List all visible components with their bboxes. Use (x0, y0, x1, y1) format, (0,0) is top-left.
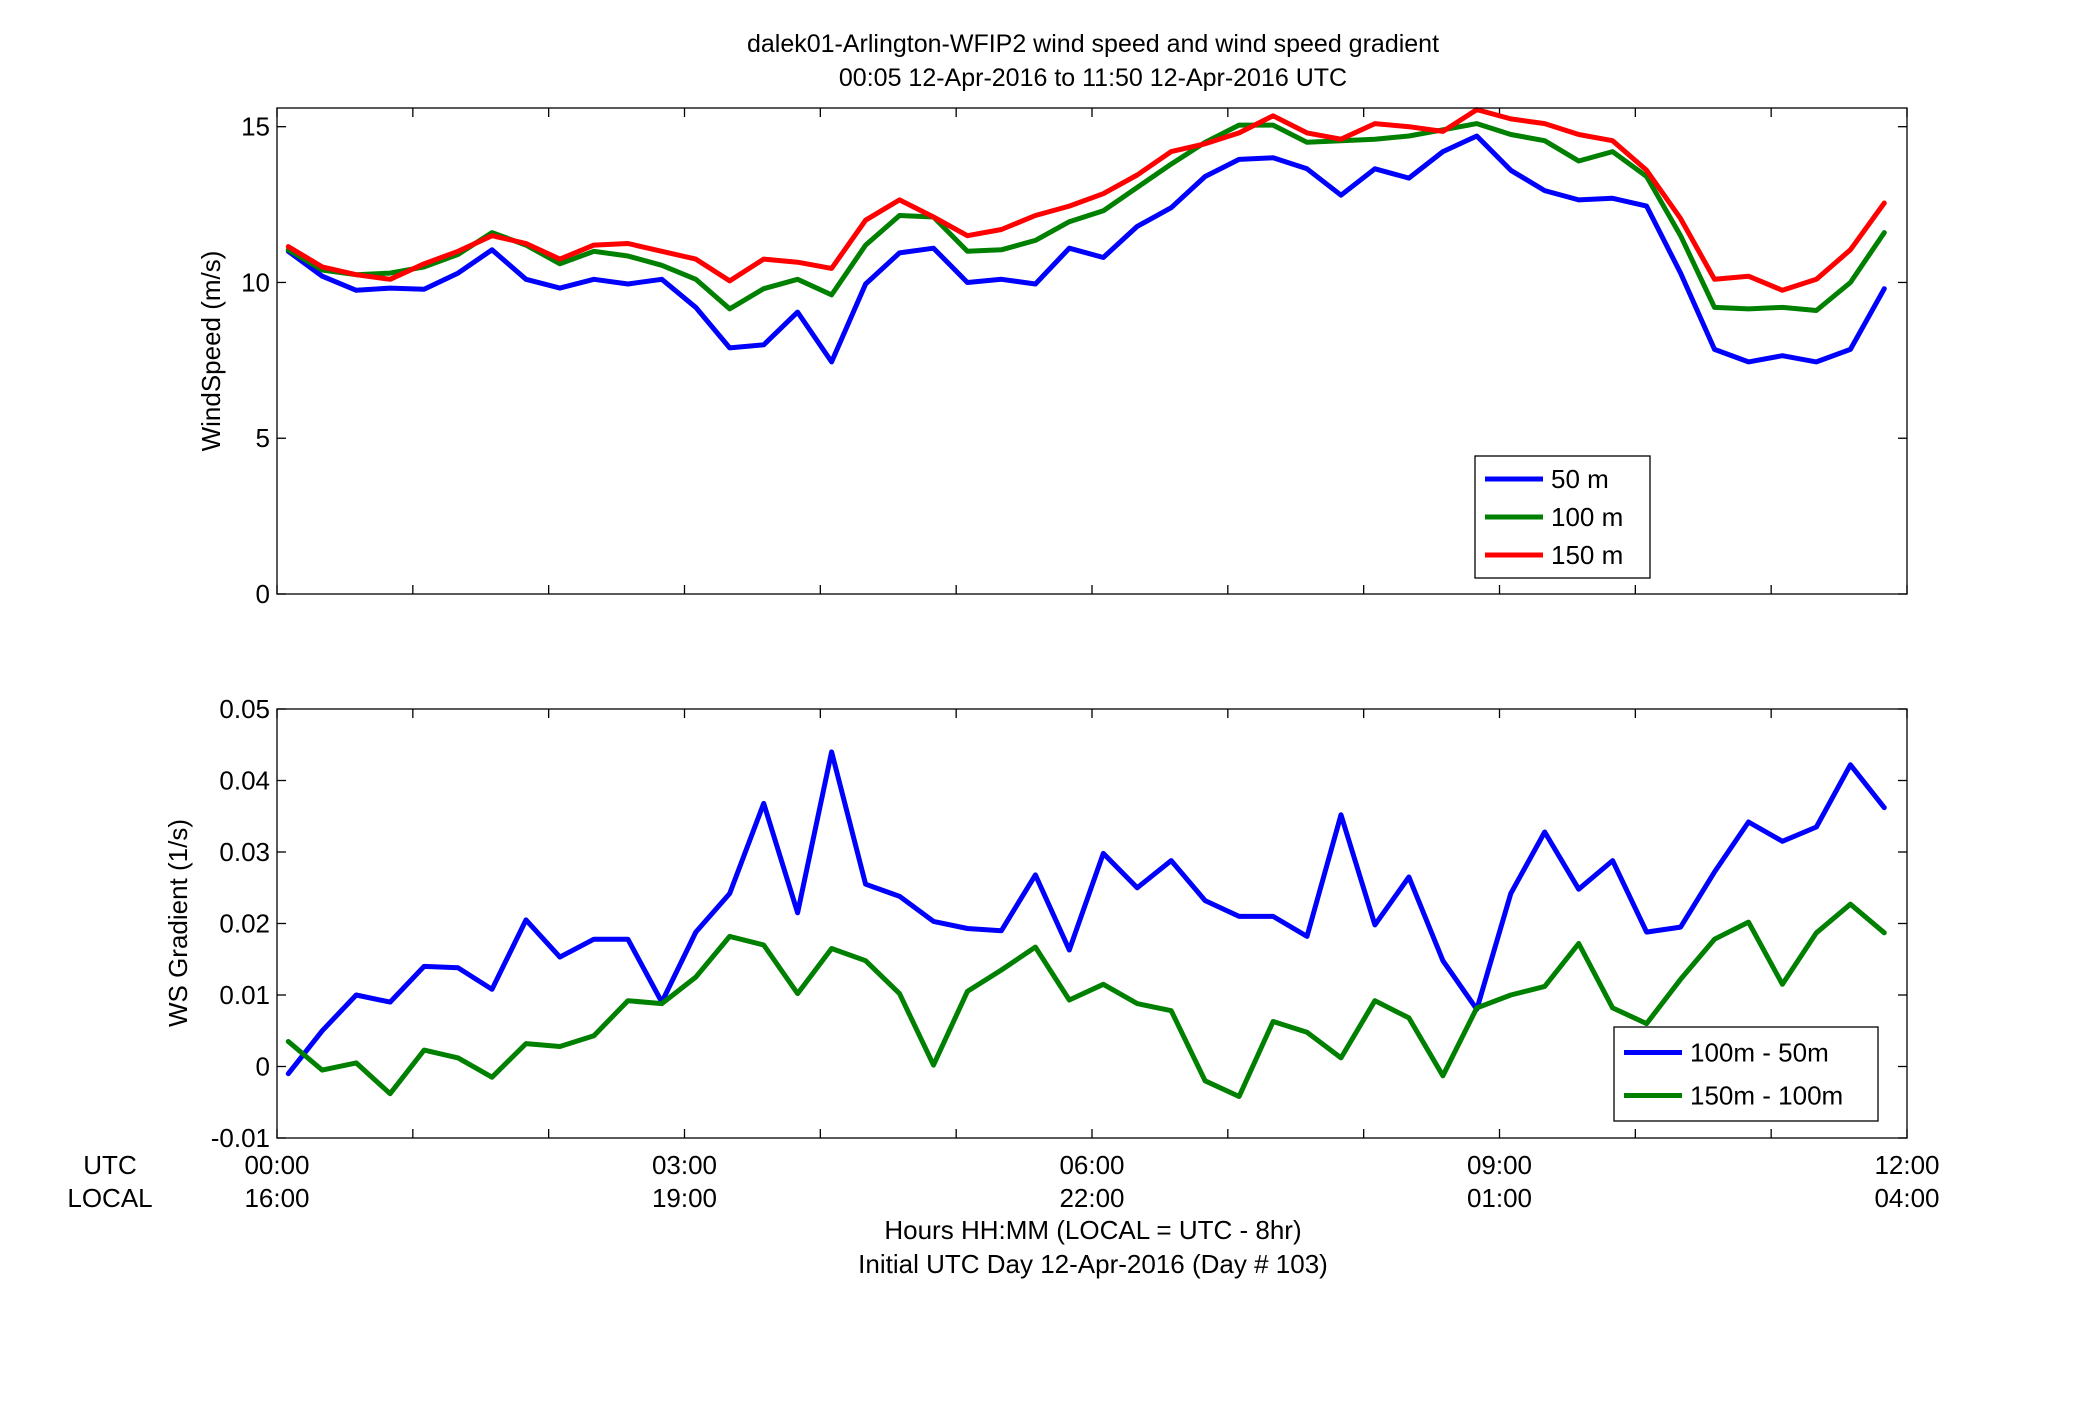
utc-row-label: UTC (83, 1150, 136, 1180)
windspeed-legend-label: 50 m (1551, 464, 1609, 494)
x-tick-label-local: 01:00 (1467, 1183, 1532, 1213)
x-tick-label-utc: 00:00 (244, 1150, 309, 1180)
chart-title-line2: 00:05 12-Apr-2016 to 11:50 12-Apr-2016 U… (839, 64, 1347, 92)
x-axis-label-line1: Hours HH:MM (LOCAL = UTC - 8hr) (884, 1215, 1301, 1245)
windspeed-ytick-label: 0 (256, 579, 270, 609)
windspeed-series-100-m (285, 121, 1887, 313)
local-row-label: LOCAL (67, 1183, 152, 1213)
gradient-ytick-label: 0.01 (219, 980, 270, 1010)
x-tick-label-utc: 06:00 (1059, 1150, 1124, 1180)
gradient-ylabel: WS Gradient (1/s) (163, 819, 193, 1027)
gradient-panel: -0.01 0 0.01 0.02 0.03 0.04 0.05 WS Gradient (… (163, 694, 1908, 1153)
windspeed-axes-frame (276, 107, 1908, 595)
windspeed-series-50-m (285, 133, 1887, 365)
windspeed-plot-area (277, 108, 1907, 594)
x-tick-label-utc: 09:00 (1467, 1150, 1532, 1180)
windspeed-ylabel: WindSpeed (m/s) (196, 251, 226, 452)
x-tick-label-utc: 12:00 (1874, 1150, 1939, 1180)
x-tick-label-local: 04:00 (1874, 1183, 1939, 1213)
windspeed-panel: 0 5 10 15 WindSpeed (m/s) 50 m 100 m 150 m (196, 107, 1908, 609)
x-tick-label-local: 16:00 (244, 1183, 309, 1213)
gradient-ytick-label: -0.01 (211, 1123, 270, 1153)
gradient-ytick-label: 0.05 (219, 694, 270, 724)
gradient-axes-frame (276, 708, 1908, 1139)
gradient-legend-label: 150m - 100m (1690, 1081, 1843, 1111)
x-axis-label-line2: Initial UTC Day 12-Apr-2016 (Day # 103) (858, 1249, 1328, 1279)
gradient-series-150m-100m (285, 901, 1887, 1099)
gradient-ytick-label: 0 (256, 1052, 270, 1082)
chart-title-line1: dalek01-Arlington-WFIP2 wind speed and w… (747, 30, 1439, 58)
x-tick-label-utc: 03:00 (652, 1150, 717, 1180)
x-tick-label-local: 19:00 (652, 1183, 717, 1213)
gradient-legend-box (1613, 1026, 1879, 1122)
windspeed-legend: 50 m 100 m 150 m (1474, 455, 1651, 579)
windspeed-legend-label: 100 m (1551, 502, 1623, 532)
windspeed-ytick-label: 5 (256, 423, 270, 453)
windspeed-legend-label: 150 m (1551, 540, 1623, 570)
gradient-ytick-label: 0.03 (219, 837, 270, 867)
windspeed-ytick-label: 15 (241, 112, 270, 142)
gradient-series-100m-50m (285, 749, 1887, 1077)
gradient-ytick-label: 0.04 (219, 766, 270, 796)
windspeed-ytick-label: 10 (241, 267, 270, 297)
windspeed-series-150-m (285, 107, 1887, 293)
gradient-legend-label: 100m - 50m (1690, 1038, 1829, 1068)
gradient-ytick-label: 0.02 (219, 909, 270, 939)
gradient-legend: 100m - 50m 150m - 100m (1613, 1026, 1879, 1122)
x-tick-label-local: 22:00 (1059, 1183, 1124, 1213)
